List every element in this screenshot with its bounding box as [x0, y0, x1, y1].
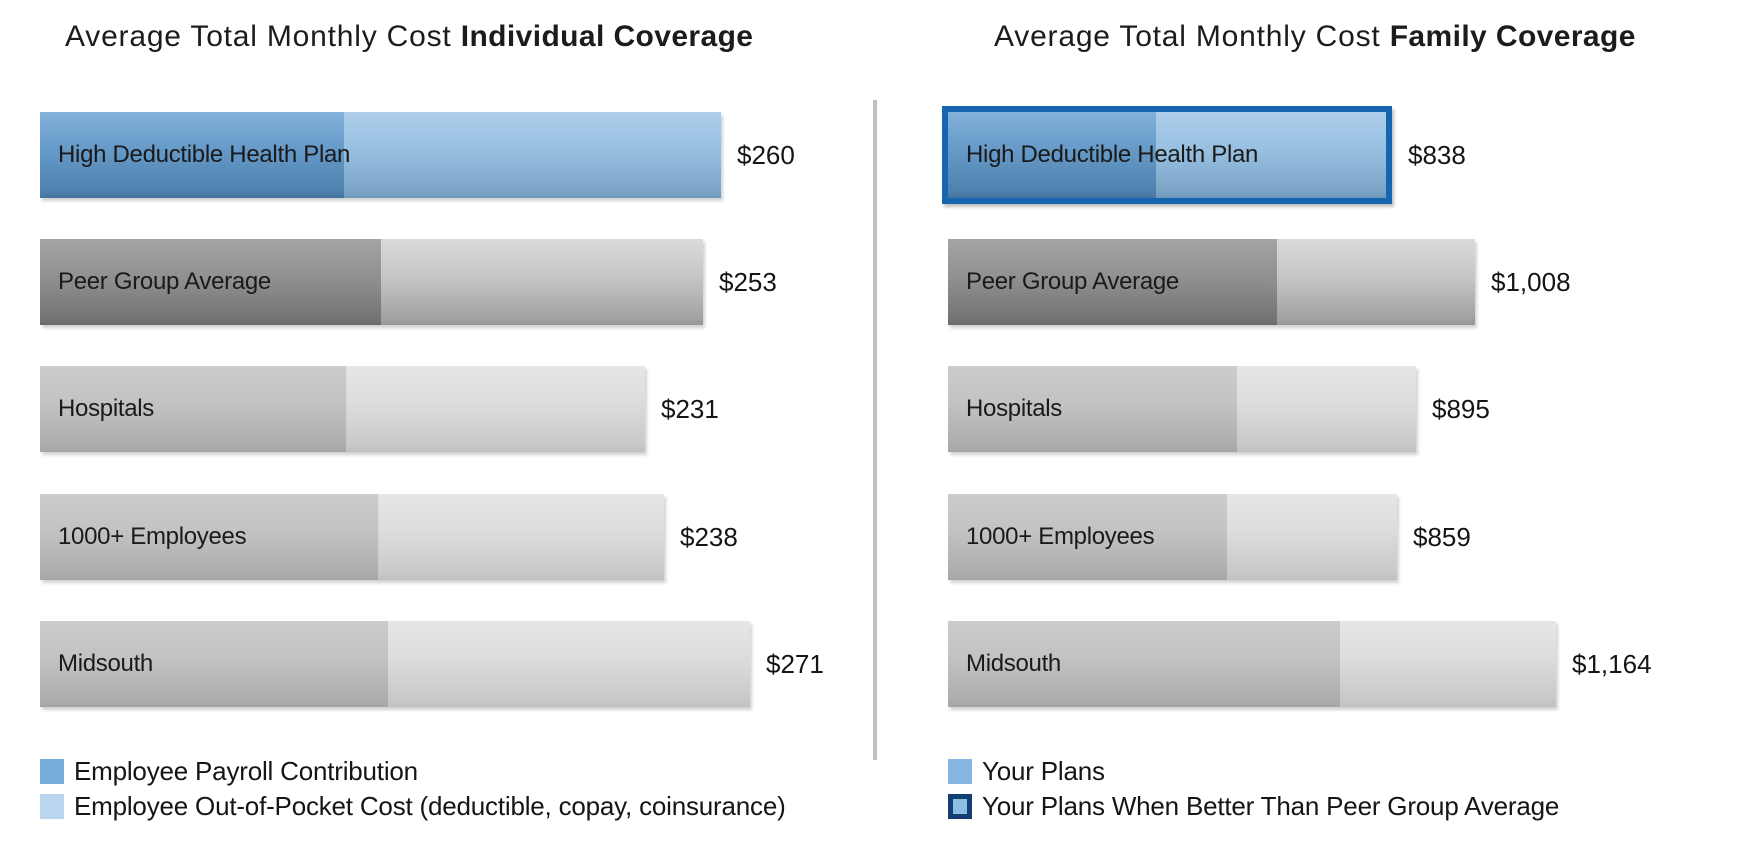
bar-category-label: Hospitals — [966, 395, 1063, 422]
chart-title-emphasis: Individual Coverage — [460, 20, 754, 53]
chart-title: Average Total Monthly Cost Individual Co… — [65, 20, 753, 54]
bar-row: 1000+ Employees $238 — [40, 494, 860, 580]
charts-divider-line — [873, 100, 877, 760]
bar-value-label: $1,008 — [1491, 266, 1571, 297]
bar: Hospitals — [40, 366, 645, 452]
bar-row: Hospitals $895 — [948, 366, 1728, 452]
chart-title-regular: Average Total Monthly Cost — [994, 20, 1381, 53]
bar-category-label: Peer Group Average — [58, 268, 271, 295]
out-of-pocket-segment — [1339, 621, 1556, 707]
chart-title-regular: Average Total Monthly Cost — [65, 20, 452, 53]
payroll-contribution-segment — [948, 366, 1238, 452]
legend-swatch-plain-blue — [948, 758, 972, 784]
payroll-contribution-segment — [948, 239, 1277, 325]
bar: 1000+ Employees — [948, 494, 1397, 580]
bar: Midsouth — [40, 621, 750, 707]
out-of-pocket-segment — [378, 494, 664, 580]
bar: Peer Group Average — [40, 239, 703, 325]
bar-category-label: 1000+ Employees — [966, 523, 1155, 550]
out-of-pocket-segment — [1276, 239, 1475, 325]
bar-category-label: Peer Group Average — [966, 268, 1179, 295]
bar-category-label: High Deductible Health Plan — [58, 141, 351, 168]
legend-label: Employee Out-of-Pocket Cost (deductible,… — [74, 790, 786, 821]
payroll-contribution-segment — [948, 621, 1340, 707]
out-of-pocket-segment — [380, 239, 703, 325]
bar-category-label: Midsouth — [58, 650, 153, 677]
bar-row: Midsouth $1,164 — [948, 621, 1728, 707]
out-of-pocket-segment — [1156, 112, 1386, 198]
bar-value-label: $859 — [1413, 521, 1471, 552]
bar-value-label: $260 — [737, 139, 795, 170]
bar-value-label: $838 — [1408, 139, 1466, 170]
chart-title: Average Total Monthly Cost Family Covera… — [994, 20, 1636, 54]
bar-row: Midsouth $271 — [40, 621, 860, 707]
bar: Hospitals — [948, 366, 1416, 452]
out-of-pocket-segment — [346, 366, 645, 452]
payroll-contribution-segment — [40, 366, 347, 452]
legend-swatch-outlined-blue — [948, 793, 972, 819]
individual-coverage-chart: Average Total Monthly Cost Individual Co… — [40, 0, 860, 862]
bar: Midsouth — [948, 621, 1556, 707]
payroll-contribution-segment — [40, 112, 344, 198]
family-coverage-chart: Average Total Monthly Cost Family Covera… — [942, 0, 1728, 862]
bar: Peer Group Average — [948, 239, 1475, 325]
bar-row: Hospitals $231 — [40, 366, 860, 452]
payroll-contribution-segment — [40, 494, 379, 580]
legend-label: Your Plans — [982, 755, 1105, 786]
bar-row: 1000+ Employees $859 — [948, 494, 1728, 580]
bar-category-label: Hospitals — [58, 395, 155, 422]
out-of-pocket-segment — [1237, 366, 1416, 452]
bar-row: Peer Group Average $253 — [40, 239, 860, 325]
legend-item: Employee Out-of-Pocket Cost (deductible,… — [40, 791, 786, 821]
legend-label: Your Plans When Better Than Peer Group A… — [982, 790, 1560, 821]
legend-item: Your Plans When Better Than Peer Group A… — [948, 791, 1559, 821]
out-of-pocket-segment — [1226, 494, 1397, 580]
legend-label: Employee Payroll Contribution — [74, 755, 418, 786]
out-of-pocket-segment — [388, 621, 750, 707]
bar: High Deductible Health Plan — [40, 112, 721, 198]
legend-swatch-light-blue — [40, 793, 64, 819]
legend-swatch-medium-blue — [40, 758, 64, 784]
bar-value-label: $895 — [1432, 393, 1490, 424]
bar-value-label: $271 — [766, 648, 824, 679]
bar: 1000+ Employees — [40, 494, 664, 580]
bar-value-label: $253 — [719, 266, 777, 297]
highlighted-bar: High Deductible Health Plan — [942, 106, 1392, 204]
chart-title-emphasis: Family Coverage — [1389, 20, 1636, 53]
bar-category-label: 1000+ Employees — [58, 523, 247, 550]
bar-value-label: $231 — [661, 393, 719, 424]
payroll-contribution-segment — [40, 239, 381, 325]
bar-row: High Deductible Health Plan $260 — [40, 112, 860, 198]
payroll-contribution-segment — [948, 112, 1156, 198]
payroll-contribution-segment — [948, 494, 1227, 580]
bar-value-label: $1,164 — [1572, 648, 1652, 679]
legend-item: Your Plans — [948, 756, 1105, 786]
legend-item: Employee Payroll Contribution — [40, 756, 418, 786]
bar-value-label: $238 — [680, 521, 738, 552]
out-of-pocket-segment — [343, 112, 721, 198]
bar-category-label: Midsouth — [966, 650, 1061, 677]
bar-row: High Deductible Health Plan $838 — [942, 106, 1728, 204]
bar-category-label: High Deductible Health Plan — [966, 141, 1259, 168]
payroll-contribution-segment — [40, 621, 389, 707]
bar-row: Peer Group Average $1,008 — [948, 239, 1728, 325]
